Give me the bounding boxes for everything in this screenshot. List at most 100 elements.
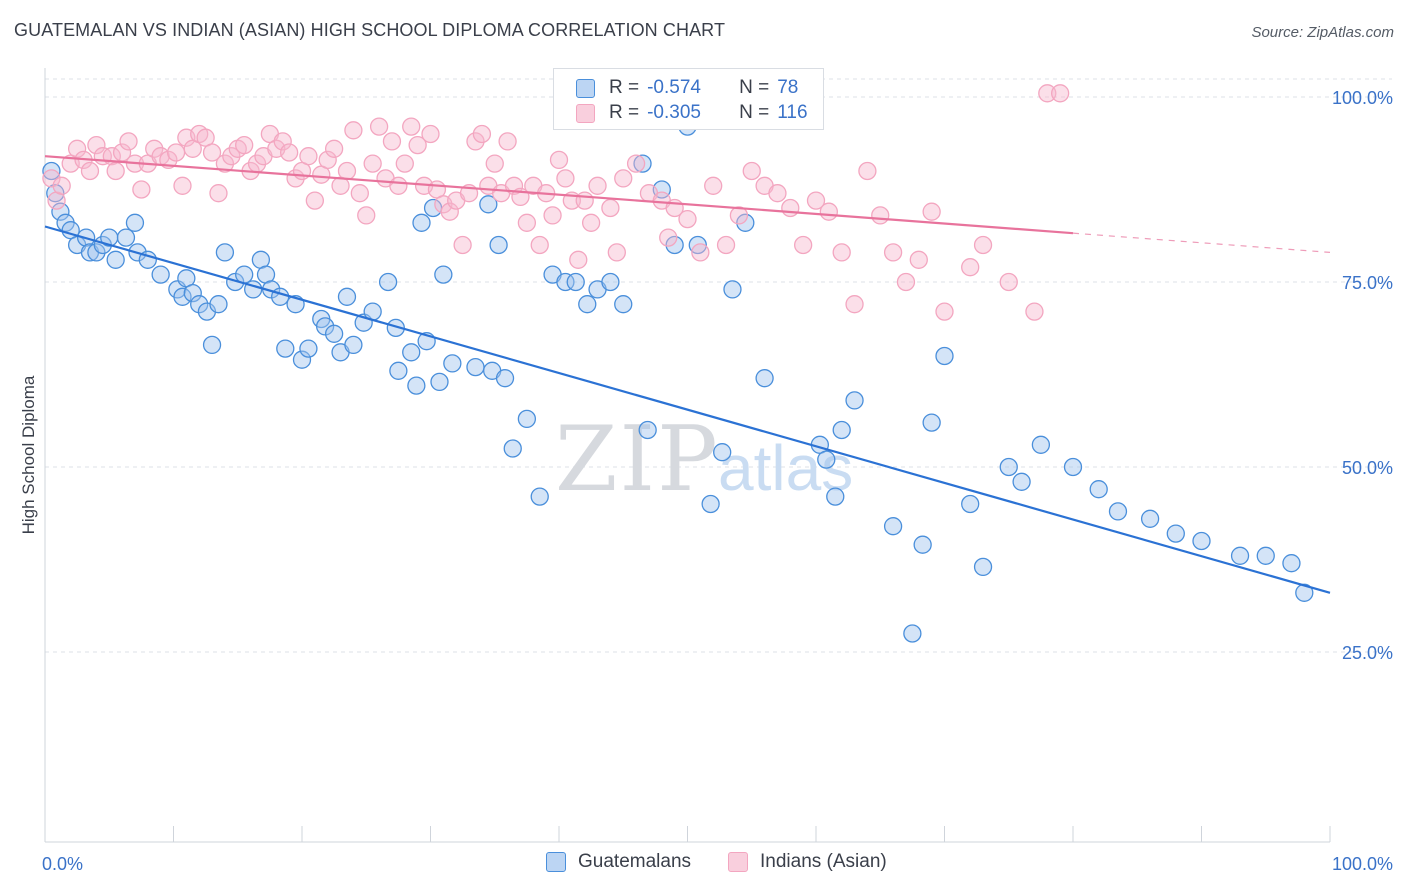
- point-guatemalan: [688, 235, 707, 255]
- point-indian: [402, 117, 421, 136]
- point-indian: [80, 161, 100, 181]
- y-tick-label: 25.0%: [1342, 643, 1393, 663]
- point-guatemalan: [973, 557, 993, 577]
- point-guatemalan: [1089, 480, 1108, 499]
- point-guatemalan: [344, 335, 363, 355]
- legend-n-value: 116: [777, 102, 808, 123]
- point-guatemalan: [935, 346, 954, 366]
- point-guatemalan: [430, 372, 449, 392]
- watermark-atlas: atlas: [718, 432, 853, 504]
- point-guatemalan: [723, 280, 742, 299]
- point-indian: [575, 191, 594, 210]
- point-indian: [588, 176, 607, 195]
- point-indian: [363, 154, 382, 173]
- point-indian: [973, 235, 993, 255]
- legend-r-value: -0.574: [647, 77, 701, 98]
- point-guatemalan: [736, 213, 755, 232]
- point-indian: [768, 184, 787, 203]
- point-guatemalan: [517, 409, 537, 429]
- point-indian: [832, 243, 851, 262]
- point-indian: [781, 198, 800, 218]
- point-indian: [337, 161, 357, 181]
- point-guatemalan: [479, 195, 498, 214]
- point-indian: [530, 235, 549, 255]
- point-indian: [517, 213, 537, 232]
- point-guatemalan: [190, 295, 209, 314]
- point-indian: [106, 161, 125, 181]
- x-tick-label: 0.0%: [42, 854, 83, 874]
- point-indian: [408, 135, 427, 155]
- point-indian: [369, 117, 389, 136]
- point-indian: [909, 250, 928, 269]
- point-indian: [344, 121, 363, 140]
- point-indian: [350, 184, 369, 203]
- point-indian: [382, 132, 402, 151]
- point-guatemalan: [903, 624, 922, 643]
- legend-r-label: R =: [609, 102, 640, 123]
- point-guatemalan: [1295, 583, 1314, 602]
- point-indian: [453, 235, 472, 255]
- point-indian: [215, 154, 235, 173]
- point-guatemalan: [276, 339, 295, 358]
- point-indian: [166, 143, 186, 162]
- point-guatemalan: [42, 161, 61, 181]
- point-indian: [42, 169, 61, 188]
- point-guatemalan: [389, 361, 408, 380]
- point-guatemalan: [443, 354, 462, 373]
- legend-r-value: -0.305: [647, 102, 701, 123]
- point-guatemalan: [614, 295, 633, 314]
- point-guatemalan: [106, 250, 125, 269]
- point-guatemalan: [556, 272, 575, 292]
- point-indian: [202, 143, 222, 162]
- legend-n-label: N =: [739, 102, 770, 123]
- point-indian: [896, 272, 916, 292]
- point-indian: [318, 150, 337, 170]
- legend-n-label: N =: [739, 77, 770, 98]
- point-indian: [961, 258, 980, 277]
- point-guatemalan: [913, 535, 932, 554]
- point-indian: [543, 206, 562, 225]
- point-indian: [871, 206, 890, 225]
- bottom-legend-guatemalans: Guatemalans: [546, 851, 691, 873]
- point-guatemalan: [299, 339, 318, 358]
- point-guatemalan: [530, 487, 549, 506]
- point-indian: [549, 150, 569, 170]
- point-guatemalan: [151, 265, 170, 284]
- trend-line-guatemalans: [44, 225, 1331, 594]
- point-guatemalan: [1166, 524, 1185, 543]
- bottom-legend-label: Guatemalans: [578, 851, 692, 872]
- point-guatemalan: [402, 343, 421, 362]
- point-indian: [395, 154, 414, 173]
- point-guatemalan: [1031, 435, 1051, 454]
- point-indian: [1038, 84, 1057, 103]
- point-indian: [209, 184, 228, 203]
- point-indian: [922, 202, 941, 221]
- point-guatemalan: [1230, 546, 1250, 565]
- point-guatemalan: [183, 283, 202, 303]
- trend-line-indians-dashed: [1072, 232, 1331, 253]
- point-guatemalan: [292, 350, 312, 369]
- point-guatemalan: [883, 517, 903, 536]
- source-label: Source: ZipAtlas.com: [1251, 24, 1394, 41]
- chart-title: GUATEMALAN VS INDIAN (ASIAN) HIGH SCHOOL…: [14, 20, 726, 40]
- point-guatemalan: [125, 213, 145, 232]
- point-guatemalan: [324, 324, 344, 343]
- point-guatemalan: [961, 494, 980, 514]
- legend-n-value: 78: [777, 77, 799, 98]
- point-indian: [222, 147, 241, 166]
- watermark-zip: ZIP: [555, 407, 720, 512]
- point-guatemalan: [578, 295, 597, 314]
- point-indian: [485, 154, 504, 173]
- point-indian: [729, 206, 749, 225]
- point-indian: [659, 228, 678, 247]
- point-indian: [819, 202, 838, 221]
- point-indian: [556, 169, 575, 188]
- bottom-legend-swatch-blue: [546, 852, 566, 872]
- point-guatemalan: [378, 272, 398, 292]
- point-indian: [389, 176, 408, 195]
- point-indian: [845, 295, 864, 314]
- point-guatemalan: [495, 369, 515, 388]
- point-guatemalan: [412, 213, 431, 232]
